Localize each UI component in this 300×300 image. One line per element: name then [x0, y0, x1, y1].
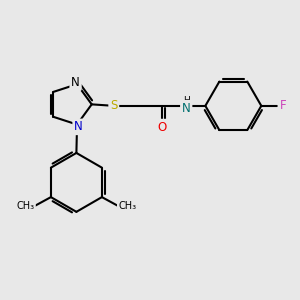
- Text: CH₃: CH₃: [16, 201, 34, 211]
- Text: N: N: [74, 120, 83, 134]
- Text: N: N: [71, 76, 80, 89]
- Text: S: S: [110, 99, 118, 112]
- Text: H: H: [183, 96, 190, 105]
- Text: O: O: [158, 121, 167, 134]
- Text: F: F: [280, 99, 286, 112]
- Text: N: N: [182, 102, 190, 115]
- Text: CH₃: CH₃: [118, 201, 136, 211]
